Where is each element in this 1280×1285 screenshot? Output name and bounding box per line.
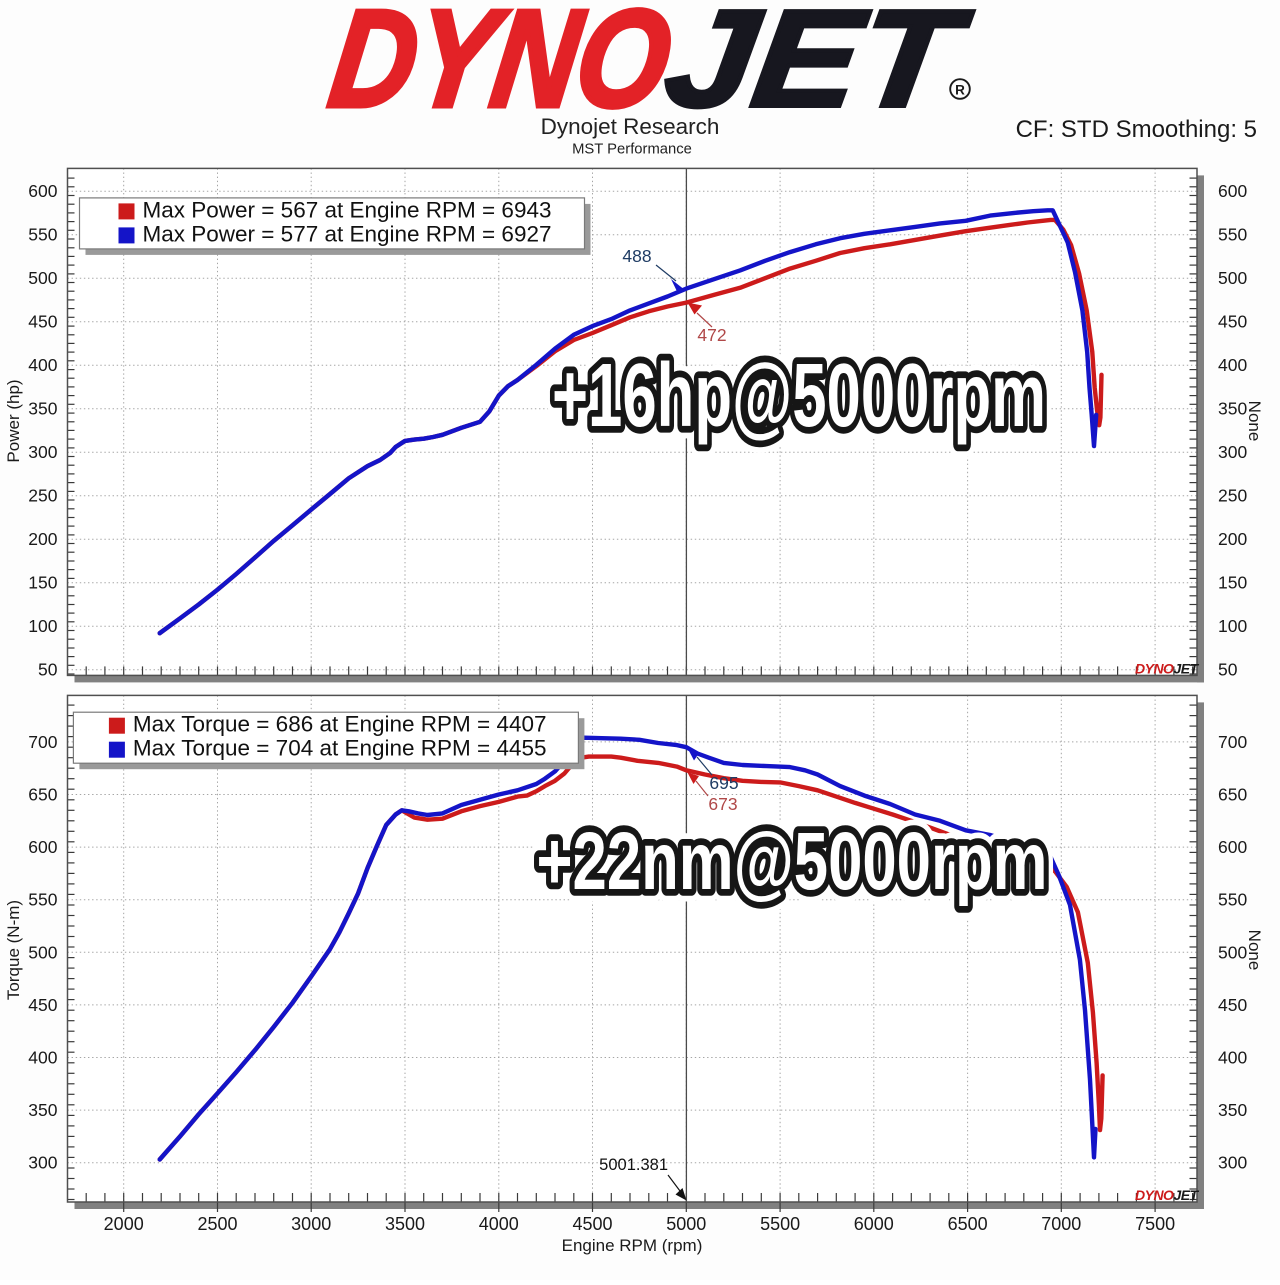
svg-text:Engine RPM (rpm): Engine RPM (rpm) — [562, 1236, 703, 1255]
svg-text:None: None — [1245, 930, 1264, 971]
svg-text:500: 500 — [28, 268, 57, 288]
svg-text:5000: 5000 — [666, 1214, 706, 1234]
svg-text:350: 350 — [1218, 399, 1247, 419]
svg-text:7500: 7500 — [1135, 1214, 1175, 1234]
svg-text:150: 150 — [1218, 573, 1247, 593]
svg-text:600: 600 — [28, 837, 57, 857]
svg-text:550: 550 — [1218, 890, 1247, 910]
svg-text:250: 250 — [1218, 486, 1247, 506]
svg-text:500: 500 — [1218, 942, 1247, 962]
svg-text:200: 200 — [28, 529, 57, 549]
svg-text:5500: 5500 — [760, 1214, 800, 1234]
svg-text:673: 673 — [708, 794, 737, 814]
svg-text:+16hp@5000rpm: +16hp@5000rpm — [552, 346, 1046, 446]
svg-text:650: 650 — [28, 785, 57, 805]
svg-text:450: 450 — [28, 312, 57, 332]
svg-text:Torque (N-m): Torque (N-m) — [4, 900, 23, 1000]
svg-text:Max Power = 577 at Engine RPM: Max Power = 577 at Engine RPM = 6927 — [143, 221, 552, 246]
svg-text:MST Performance: MST Performance — [572, 142, 692, 158]
svg-text:600: 600 — [1218, 837, 1247, 857]
svg-text:300: 300 — [1218, 1153, 1247, 1173]
svg-text:Power (hp): Power (hp) — [4, 379, 23, 462]
svg-text:+22nm@5000rpm: +22nm@5000rpm — [537, 816, 1048, 907]
svg-text:6500: 6500 — [948, 1214, 988, 1234]
svg-text:Max Torque = 686 at Engine RPM: Max Torque = 686 at Engine RPM = 4407 — [133, 712, 547, 737]
svg-text:+16hp@5000rpm: +16hp@5000rpm — [552, 346, 1046, 446]
svg-text:DYNO: DYNO — [322, 0, 680, 136]
svg-text:250: 250 — [28, 486, 57, 506]
svg-text:2000: 2000 — [104, 1214, 144, 1234]
svg-text:+16hp@5000rpm: +16hp@5000rpm — [552, 346, 1046, 446]
svg-text:50: 50 — [1218, 660, 1238, 680]
svg-text:5001.381: 5001.381 — [599, 1156, 668, 1174]
svg-text:200: 200 — [1218, 529, 1247, 549]
svg-text:350: 350 — [1218, 1100, 1247, 1120]
svg-text:350: 350 — [28, 1100, 57, 1120]
svg-text:150: 150 — [28, 573, 57, 593]
svg-text:Max Torque = 704 at Engine RPM: Max Torque = 704 at Engine RPM = 4455 — [133, 736, 547, 761]
svg-text:700: 700 — [1218, 732, 1247, 752]
svg-text:7000: 7000 — [1041, 1214, 1081, 1234]
svg-text:4500: 4500 — [572, 1214, 612, 1234]
svg-text:500: 500 — [1218, 268, 1247, 288]
svg-text:4000: 4000 — [479, 1214, 519, 1234]
svg-text:550: 550 — [28, 225, 57, 245]
svg-text:2500: 2500 — [197, 1214, 237, 1234]
svg-text:+22nm@5000rpm: +22nm@5000rpm — [537, 816, 1048, 907]
svg-text:500: 500 — [28, 942, 57, 962]
svg-text:695: 695 — [709, 773, 738, 793]
svg-text:3000: 3000 — [291, 1214, 331, 1234]
svg-text:+22nm@5000rpm: +22nm@5000rpm — [537, 816, 1048, 907]
svg-text:550: 550 — [28, 890, 57, 910]
svg-text:CF: STD Smoothing: 5: CF: STD Smoothing: 5 — [1016, 116, 1257, 143]
svg-text:JET: JET — [657, 0, 978, 136]
svg-text:6000: 6000 — [854, 1214, 894, 1234]
svg-text:50: 50 — [38, 660, 58, 680]
svg-text:472: 472 — [697, 325, 726, 345]
svg-text:400: 400 — [28, 1048, 57, 1068]
svg-text:550: 550 — [1218, 225, 1247, 245]
svg-text:600: 600 — [1218, 181, 1247, 201]
svg-text:300: 300 — [28, 442, 57, 462]
svg-text:R: R — [955, 83, 965, 98]
svg-text:400: 400 — [1218, 355, 1247, 375]
svg-text:600: 600 — [28, 181, 57, 201]
svg-text:450: 450 — [1218, 312, 1247, 332]
svg-text:100: 100 — [1218, 616, 1247, 636]
svg-text:None: None — [1245, 401, 1264, 442]
svg-text:450: 450 — [1218, 995, 1247, 1015]
svg-text:700: 700 — [28, 732, 57, 752]
svg-text:650: 650 — [1218, 785, 1247, 805]
svg-text:400: 400 — [1218, 1048, 1247, 1068]
svg-text:400: 400 — [28, 355, 57, 375]
svg-text:DYNOJET: DYNOJET — [1135, 1187, 1200, 1203]
svg-text:350: 350 — [28, 399, 57, 419]
svg-text:488: 488 — [622, 246, 651, 266]
svg-text:100: 100 — [28, 616, 57, 636]
svg-text:300: 300 — [28, 1153, 57, 1173]
svg-text:3500: 3500 — [385, 1214, 425, 1234]
svg-text:Max Power = 567 at Engine RPM: Max Power = 567 at Engine RPM = 6943 — [143, 197, 552, 222]
svg-text:Dynojet Research: Dynojet Research — [541, 114, 720, 139]
svg-text:300: 300 — [1218, 442, 1247, 462]
svg-text:DYNOJET: DYNOJET — [1135, 660, 1200, 676]
svg-text:450: 450 — [28, 995, 57, 1015]
